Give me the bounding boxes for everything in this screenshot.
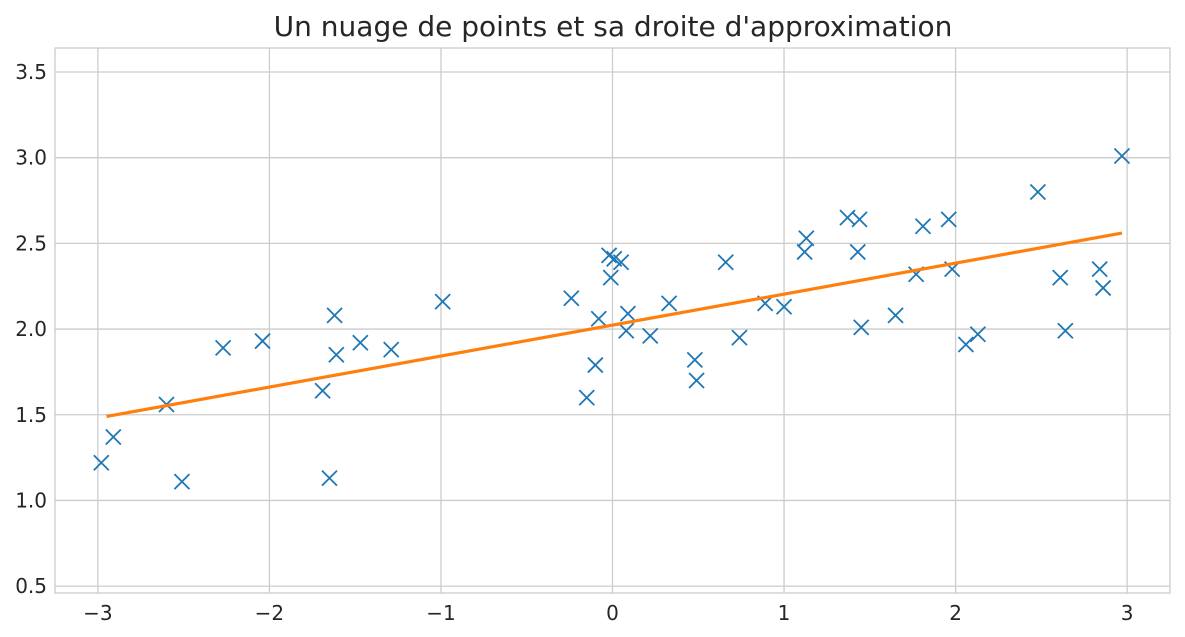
data-point (717, 254, 734, 271)
grid (55, 48, 1170, 593)
data-point (660, 295, 678, 312)
data-point (383, 341, 400, 358)
data-point (618, 322, 635, 339)
x-tick-label: −3 (83, 601, 112, 625)
data-point (93, 454, 110, 471)
data-point (1091, 260, 1108, 278)
x-tick-label: −2 (255, 601, 284, 625)
data-point (314, 382, 331, 399)
data-point (642, 327, 659, 345)
data-point (600, 247, 618, 264)
data-point (612, 254, 630, 271)
data-point (587, 356, 604, 374)
data-point (887, 307, 904, 324)
data-point (326, 307, 343, 324)
y-tick-label: 1.0 (15, 488, 47, 512)
data-point (1113, 147, 1131, 165)
x-tick-label: 0 (606, 601, 619, 625)
data-point (686, 351, 703, 369)
data-point (731, 329, 748, 346)
data-point (688, 372, 705, 389)
data-point (352, 334, 369, 351)
data-point (590, 310, 607, 327)
y-tick-label: 2.0 (15, 317, 47, 341)
x-tick-label: −1 (426, 601, 455, 625)
data-point (775, 298, 793, 315)
data-point (969, 326, 987, 343)
x-tick-label: 2 (949, 601, 962, 625)
data-point (173, 473, 191, 490)
data-point (853, 319, 870, 336)
regression-line (106, 231, 1123, 419)
chart-title: Un nuage de points et sa droite d'approx… (274, 10, 953, 43)
data-point (328, 346, 345, 363)
data-point (254, 332, 271, 350)
data-point (602, 269, 619, 286)
data-point (578, 389, 595, 406)
data-point (796, 243, 813, 261)
data-point (434, 293, 451, 310)
plot-content (93, 147, 1131, 490)
y-tick-label: 2.5 (15, 231, 47, 255)
data-point (940, 211, 957, 228)
data-point (798, 230, 815, 247)
data-point (849, 243, 866, 261)
data-point (1094, 279, 1112, 297)
x-tick-label: 3 (1121, 601, 1134, 625)
data-point (957, 336, 975, 353)
data-point (105, 428, 122, 446)
data-point (914, 218, 932, 235)
data-point (619, 305, 637, 322)
y-axis-ticks: 0.5 1.0 1.5 2.0 2.5 3.0 3.5 (15, 60, 47, 598)
data-point (1057, 322, 1074, 339)
y-tick-label: 3.0 (15, 146, 47, 170)
data-point (851, 211, 868, 228)
data-point (563, 290, 580, 307)
data-point (1052, 269, 1069, 286)
x-axis-ticks: −3 −2 −1 0 1 2 3 (83, 601, 1133, 625)
y-tick-label: 3.5 (15, 60, 47, 84)
y-tick-label: 1.5 (15, 403, 47, 427)
data-point (214, 339, 232, 357)
data-point (1029, 183, 1047, 201)
y-tick-label: 0.5 (15, 574, 47, 598)
x-tick-label: 1 (778, 601, 791, 625)
data-point (321, 470, 338, 487)
